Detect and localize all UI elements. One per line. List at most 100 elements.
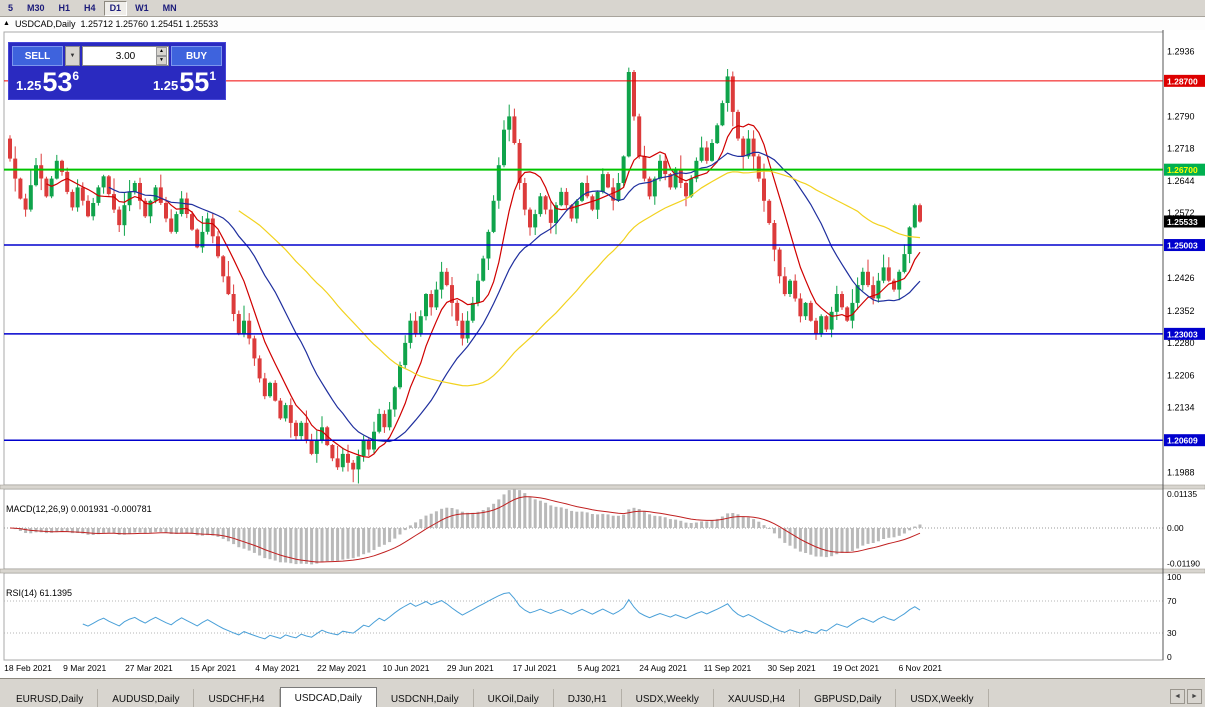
chart-tab-gbpusd-daily[interactable]: GBPUSD,Daily	[800, 689, 897, 707]
chart-symbol-title: USDCAD,Daily	[14, 18, 76, 29]
svg-text:24 Aug 2021: 24 Aug 2021	[639, 663, 687, 673]
chevron-down-icon: ▼	[69, 53, 76, 59]
svg-text:19 Oct 2021: 19 Oct 2021	[833, 663, 880, 673]
svg-text:1.20609: 1.20609	[1167, 436, 1198, 446]
svg-text:5 Aug 2021: 5 Aug 2021	[577, 663, 620, 673]
chart-tabs-bar: EURUSD,Daily AUDUSD,Daily USDCHF,H4 USDCAD,…	[0, 678, 1205, 707]
spin-down-icon[interactable]: ▼	[156, 56, 167, 65]
svg-text:0.01135: 0.01135	[1167, 489, 1197, 499]
price-axis-badge	[1164, 74, 1205, 87]
chart-tab-xauusd-h4[interactable]: XAUUSD,H4	[714, 689, 801, 707]
moving-average-20	[108, 151, 921, 443]
price-chart-canvas[interactable]: 1.2936 1.2790 1.2718 1.2644 1.2572 1.2426 1.23…	[0, 30, 1205, 678]
svg-text:9 Mar 2021: 9 Mar 2021	[63, 663, 106, 673]
svg-text:1.25003: 1.25003	[1167, 241, 1198, 251]
sell-button[interactable]: SELL	[12, 46, 63, 66]
price-axis-badge	[1164, 239, 1205, 252]
svg-text:17 Jul 2021: 17 Jul 2021	[513, 663, 557, 673]
price-axis-badge	[1164, 215, 1205, 228]
tab-scroll-buttons: ◄ ►	[1170, 689, 1202, 704]
svg-text:22 May 2021: 22 May 2021	[317, 663, 366, 673]
sell-price-prefix: 1.25	[16, 78, 42, 93]
svg-text:1.28700: 1.28700	[1167, 76, 1198, 86]
svg-text:0: 0	[1167, 652, 1172, 662]
buy-price: 1.25 55 1	[153, 68, 216, 96]
svg-text:18 Feb 2021: 18 Feb 2021	[4, 663, 52, 673]
svg-text:15 Apr 2021: 15 Apr 2021	[190, 663, 236, 673]
svg-text:100: 100	[1167, 572, 1181, 582]
svg-text:1.2644: 1.2644	[1167, 176, 1195, 186]
svg-text:1.25533: 1.25533	[1167, 217, 1198, 227]
sell-price: 1.25 53 6	[16, 68, 79, 96]
trade-controls-row: SELL ▼ 3.00 ▲ ▼ BUY	[12, 46, 222, 66]
chart-tab-usdcnh-daily[interactable]: USDCNH,Daily	[377, 689, 474, 707]
macd-indicator-label: MACD(12,26,9) 0.001931 -0.000781	[6, 504, 152, 514]
buy-button[interactable]: BUY	[171, 46, 222, 66]
svg-text:27 Mar 2021: 27 Mar 2021	[125, 663, 173, 673]
svg-text:1.2206: 1.2206	[1167, 371, 1195, 381]
spin-up-icon[interactable]: ▲	[156, 47, 167, 56]
timeframe-button-h4[interactable]: H4	[78, 1, 102, 16]
lot-size-field[interactable]: 3.00 ▲ ▼	[82, 46, 169, 66]
price-axis-badge	[1164, 434, 1205, 447]
price-axis-badge	[1164, 163, 1205, 176]
svg-text:29 Jun 2021: 29 Jun 2021	[447, 663, 494, 673]
tab-scroll-right-icon[interactable]: ►	[1187, 689, 1202, 704]
svg-text:1.2426: 1.2426	[1167, 273, 1195, 283]
svg-text:10 Jun 2021: 10 Jun 2021	[383, 663, 430, 673]
svg-text:1.23003: 1.23003	[1167, 329, 1198, 339]
lot-size-value: 3.00	[115, 50, 136, 62]
chart-tab-ukoil-daily[interactable]: UKOil,Daily	[474, 689, 554, 707]
rsi-pane[interactable]	[3, 572, 1164, 661]
chart-tab-dj30-h1[interactable]: DJ30,H1	[554, 689, 622, 707]
svg-text:1.2718: 1.2718	[1167, 143, 1195, 153]
svg-text:30 Sep 2021: 30 Sep 2021	[768, 663, 816, 673]
timeframe-button-5[interactable]: 5	[2, 1, 19, 16]
timeframe-button-w1[interactable]: W1	[129, 1, 155, 16]
lot-size-stepper: ▲ ▼	[156, 47, 167, 65]
chart-tab-audusd-daily[interactable]: AUDUSD,Daily	[98, 689, 195, 707]
chart-tab-usdx-weekly[interactable]: USDX,Weekly	[622, 689, 714, 707]
svg-text:30: 30	[1167, 628, 1177, 638]
svg-text:-0.01190: -0.01190	[1167, 559, 1200, 569]
price-axis-badge	[1164, 327, 1205, 340]
rsi-indicator-label: RSI(14) 61.1395	[6, 588, 73, 598]
timeframe-button-mn[interactable]: MN	[157, 1, 183, 16]
sell-price-pip: 6	[72, 69, 80, 83]
svg-text:70: 70	[1167, 596, 1177, 606]
pane-splitter[interactable]	[0, 484, 1205, 490]
tab-scroll-left-icon[interactable]: ◄	[1170, 689, 1185, 704]
moving-average-8	[46, 123, 921, 458]
svg-text:1.2352: 1.2352	[1167, 306, 1195, 316]
buy-price-main: 55	[179, 67, 210, 97]
svg-text:1.2936: 1.2936	[1167, 47, 1195, 57]
chart-ohlc-values: 1.25712 1.25760 1.25451 1.25533	[80, 18, 219, 29]
pane-splitter[interactable]	[0, 568, 1205, 574]
svg-text:1.2134: 1.2134	[1167, 403, 1195, 413]
chart-window: ▲ USDCAD,Daily 1.25712 1.25760 1.25451 1…	[0, 17, 1205, 678]
chart-tab-usdx-weekly[interactable]: USDX,Weekly	[896, 689, 989, 707]
one-click-trading-panel: SELL ▼ 3.00 ▲ ▼ BUY 1.25	[8, 42, 226, 100]
order-options-dropdown[interactable]: ▼	[65, 46, 80, 66]
chart-titlebar: ▲ USDCAD,Daily 1.25712 1.25760 1.25451 1…	[0, 17, 1205, 30]
svg-text:1.2790: 1.2790	[1167, 111, 1195, 121]
chart-icon: ▲	[3, 20, 10, 27]
timeframe-button-h1[interactable]: H1	[53, 1, 77, 16]
macd-signal-line	[9, 496, 921, 563]
timeframe-button-m30[interactable]: M30	[21, 1, 51, 16]
sell-price-main: 53	[42, 67, 73, 97]
timeframe-button-d1[interactable]: D1	[103, 0, 128, 16]
main-price-pane[interactable]	[3, 31, 1164, 486]
chart-area[interactable]: 1.2936 1.2790 1.2718 1.2644 1.2572 1.2426 1.23…	[0, 30, 1205, 678]
svg-text:1.2572: 1.2572	[1167, 208, 1195, 218]
moving-average-45	[238, 170, 921, 387]
svg-text:4 May 2021: 4 May 2021	[255, 663, 300, 673]
chart-tab-usdcad-daily[interactable]: USDCAD,Daily	[279, 687, 377, 707]
chart-tab-eurusd-daily[interactable]: EURUSD,Daily	[2, 689, 99, 707]
chart-tab-usdchf-h4[interactable]: USDCHF,H4	[194, 689, 280, 707]
svg-text:11 Sep 2021: 11 Sep 2021	[704, 663, 752, 673]
buy-price-prefix: 1.25	[152, 78, 179, 93]
svg-text:1.26700: 1.26700	[1167, 165, 1198, 175]
svg-text:6 Nov 2021: 6 Nov 2021	[898, 663, 942, 673]
